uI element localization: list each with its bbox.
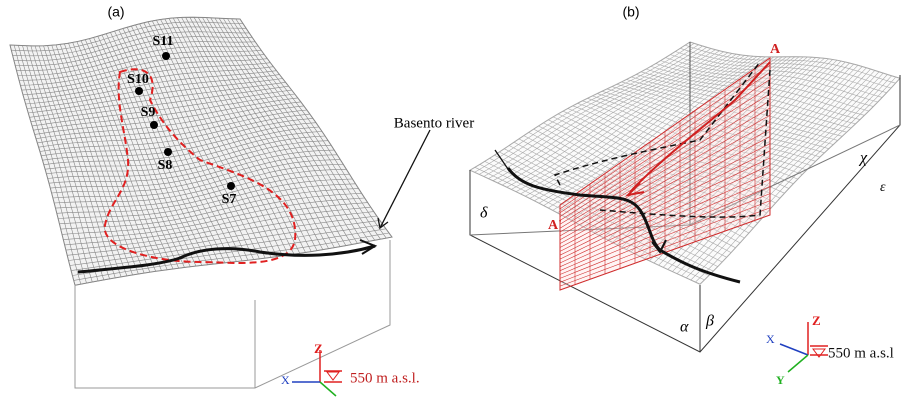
corner-label: α (680, 319, 689, 336)
station (164, 148, 172, 156)
datum: 550 m a.s.l (828, 345, 894, 361)
axis-z: Z (314, 341, 323, 356)
axis-x: X (766, 332, 775, 346)
page: {"panel_a":{"label":"(a)","stations":["S… (0, 0, 903, 400)
station (162, 52, 170, 60)
station-label: S7 (222, 192, 237, 207)
station (135, 87, 143, 95)
corner-label: δ (480, 205, 488, 222)
axis-x: X (281, 373, 290, 387)
section-label: A (770, 42, 781, 57)
corner-label: ε (880, 180, 886, 195)
river-label: Basento river (394, 115, 474, 131)
terrain-mesh-a (10, 17, 392, 285)
station-label: S8 (158, 158, 173, 173)
leader (380, 130, 430, 228)
panel-label: (b) (622, 4, 639, 20)
corner-label: χ (858, 150, 868, 167)
corner-label: β (705, 313, 714, 330)
section-label: A' (548, 218, 562, 233)
axis-triad-a (292, 350, 342, 396)
axis-y: Y (776, 373, 785, 387)
axis-z: Z (812, 313, 821, 328)
station-label: S10 (127, 72, 149, 87)
figure: S11 S10 S9 S8 S7 (a) Basento river Z X 5… (0, 0, 903, 400)
station (227, 182, 235, 190)
station-label: S11 (152, 34, 173, 49)
datum: 550 m a.s.l. (350, 370, 420, 386)
axis-triad-b (780, 322, 828, 372)
station (150, 121, 158, 129)
panel-label: (a) (107, 4, 124, 20)
station-label: S9 (141, 105, 156, 120)
